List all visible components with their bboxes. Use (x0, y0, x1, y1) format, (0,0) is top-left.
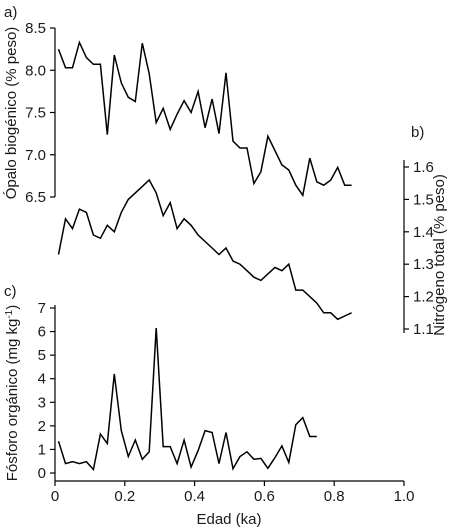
y-tick-label-c: 2 (38, 418, 46, 435)
y-tick-label-a: 8.0 (25, 62, 46, 79)
x-tick-label: 0.4 (184, 488, 205, 505)
y-tick-label-c: 7 (38, 300, 46, 317)
y-tick-label-b: 1.6 (413, 159, 434, 176)
y-tick-label-a: 7.0 (25, 147, 46, 164)
lines-layer (57, 40, 352, 472)
y-tick-label-b: 1.4 (413, 224, 434, 241)
ticks-layer: 6.5 7.0 7.5 8.0 8.5 1.1 1.2 1.3 1.4 1.5 1.6 0 1 2 3 4 5 6… (25, 20, 434, 505)
y-tick-label-b: 1.5 (413, 191, 434, 208)
y-tick-label-c: 1 (38, 441, 46, 458)
x-tick-label: 0 (51, 488, 59, 505)
series-line-c (57, 327, 317, 472)
panel-label-a: a) (4, 4, 17, 21)
x-tick-label: 0.2 (114, 488, 135, 505)
y-axis-title-c: Fósforo orgánico (mg kg-1) (4, 305, 21, 481)
y-tick-label-a: 7.5 (25, 105, 46, 122)
y-tick-label-c: 0 (38, 465, 46, 482)
x-tick-label: 0.8 (324, 488, 345, 505)
x-tick-label: 1.0 (394, 488, 415, 505)
y-tick-label-b: 1.3 (413, 256, 434, 273)
series-line-a (57, 40, 352, 198)
y-tick-label-c: 6 (38, 324, 46, 341)
x-tick-label: 0.6 (254, 488, 275, 505)
y-tick-label-c: 4 (38, 371, 46, 388)
y-tick-label-b: 1.1 (413, 321, 434, 338)
panel-label-c: c) (4, 283, 17, 300)
y-tick-label-a: 8.5 (25, 20, 46, 37)
y-tick-label-c: 3 (38, 394, 46, 411)
y-axis-title-a: Ópalo biogénico (% peso) (3, 27, 20, 200)
x-axis-title: Edad (ka) (196, 511, 261, 528)
series-line-b (57, 178, 352, 321)
y-tick-label-c: 5 (38, 347, 46, 364)
y-tick-label-b: 1.2 (413, 289, 434, 306)
y-tick-label-a: 6.5 (25, 189, 46, 206)
panel-label-b: b) (411, 124, 424, 141)
y-axis-title-b: Nitrógeno total (% peso) (431, 174, 448, 336)
